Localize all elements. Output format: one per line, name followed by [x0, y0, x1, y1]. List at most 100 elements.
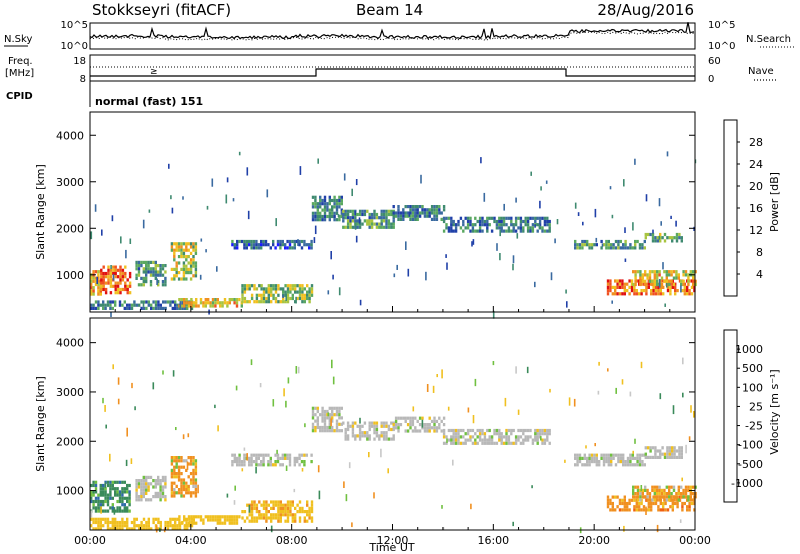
power-speckle: [634, 158, 636, 165]
power-cell-14: [686, 292, 689, 296]
velocity-speckle: [117, 398, 120, 405]
velocity-cell-13: [686, 505, 689, 509]
velocity-cell-0: [92, 480, 95, 484]
velocity-cell-13: [664, 508, 667, 512]
velocity-cell-5: [293, 463, 296, 467]
power-cell-13: [644, 236, 647, 240]
power-cell-15: [646, 273, 649, 277]
power-cell-1: [119, 268, 122, 272]
power-cell-15: [670, 270, 673, 274]
velocity-cell-7: [331, 416, 334, 420]
velocity-cell-13: [638, 505, 641, 509]
power-cell-7: [258, 300, 261, 304]
velocity-speckle: [412, 406, 415, 412]
power-cell-12: [636, 239, 639, 244]
velocity-cell-4: [207, 518, 210, 522]
velocity-cell-7: [338, 406, 341, 410]
velocity-cell-14: [665, 492, 668, 496]
power-cell-14: [645, 285, 648, 289]
power-cell-8: [331, 211, 334, 215]
power-cell-8: [326, 208, 329, 212]
power-cell-15: [644, 279, 647, 283]
power-cell-3: [147, 264, 150, 268]
power-cell-5: [190, 304, 193, 308]
power-cell-9: [346, 222, 350, 226]
power-cell-1: [114, 268, 117, 272]
power-cell-8: [338, 202, 341, 206]
velocity-cell-10: [442, 435, 446, 439]
power-cell-1: [116, 291, 120, 295]
velocity-cell-8: [344, 431, 347, 435]
power-speckle: [664, 303, 666, 307]
power-cell-10: [392, 205, 395, 209]
power-cell-10: [397, 208, 400, 212]
velocity-cell-6: [289, 503, 292, 507]
power-cell-6: [250, 239, 253, 244]
power-cell-9: [349, 222, 352, 226]
velocity-cell-10: [522, 438, 525, 442]
velocity-cell-3: [177, 478, 181, 482]
power-speckle: [609, 186, 612, 190]
velocity-speckle: [226, 493, 229, 498]
power-cell-1: [102, 271, 105, 276]
power-cell-10: [402, 211, 405, 215]
velocity-speckle: [426, 384, 429, 392]
power-cell-15: [634, 282, 637, 287]
velocity-cell-2: [140, 479, 143, 483]
power-cell-15: [644, 270, 647, 274]
velocity-cell-3: [170, 468, 174, 472]
velocity-cell-6: [255, 503, 259, 507]
velocity-cell-1: [97, 520, 100, 525]
power-cell-7: [294, 287, 297, 291]
velocity-cell-1: [138, 524, 141, 528]
velocity-cell-5: [262, 463, 265, 467]
velocity-cell-11: [593, 460, 596, 464]
velocity-cell-11: [576, 456, 579, 460]
power-cell-1: [104, 291, 108, 295]
velocity-cell-10: [507, 428, 511, 433]
velocity-cell-0: [109, 490, 112, 494]
power-cell-10: [433, 208, 436, 212]
velocity-cell-7: [328, 419, 331, 423]
velocity-cell-5: [300, 460, 304, 464]
velocity-speckle: [113, 507, 116, 515]
power-cell-8: [311, 214, 315, 219]
power-cell-15: [672, 276, 676, 280]
power-cell-14: [628, 279, 631, 283]
velocity-cell-12: [666, 452, 669, 456]
velocity-cell-12: [678, 455, 681, 459]
velocity-xtick-label: 04:00: [175, 534, 207, 547]
velocity-cell-8: [368, 421, 371, 425]
power-cell-1: [109, 291, 113, 295]
velocity-cell-11: [576, 463, 579, 467]
power-cell-7: [267, 300, 270, 304]
power-cell-15: [656, 270, 659, 274]
velocity-cell-11: [631, 456, 634, 460]
power-cell-10: [414, 205, 417, 209]
power-cell-5: [221, 301, 224, 305]
power-cell-2: [164, 306, 167, 310]
velocity-speckle: [343, 481, 345, 489]
velocity-cell-7: [335, 413, 339, 417]
velocity-cell-1: [176, 524, 179, 528]
velocity-cell-6: [306, 503, 309, 507]
velocity-cell-0: [123, 509, 126, 513]
velocity-cell-10: [538, 432, 542, 436]
velocity-cell-4: [211, 518, 215, 522]
velocity-cell-11: [612, 456, 615, 460]
velocity-cell-3: [185, 491, 188, 495]
power-cell-10: [409, 214, 412, 218]
velocity-cell-5: [252, 460, 256, 464]
velocity-speckle: [526, 366, 529, 374]
velocity-cell-8: [346, 424, 350, 428]
power-cell-7: [303, 293, 306, 297]
velocity-cell-13: [654, 501, 658, 506]
power-cell-3: [161, 283, 165, 287]
power-cell-3: [154, 273, 157, 277]
power-cell-2: [162, 306, 165, 310]
velocity-colorbar-tick-label: 500: [742, 362, 763, 375]
velocity-cell-2: [137, 479, 141, 483]
velocity-cell-14: [646, 495, 649, 499]
velocity-cell-14: [668, 488, 671, 492]
